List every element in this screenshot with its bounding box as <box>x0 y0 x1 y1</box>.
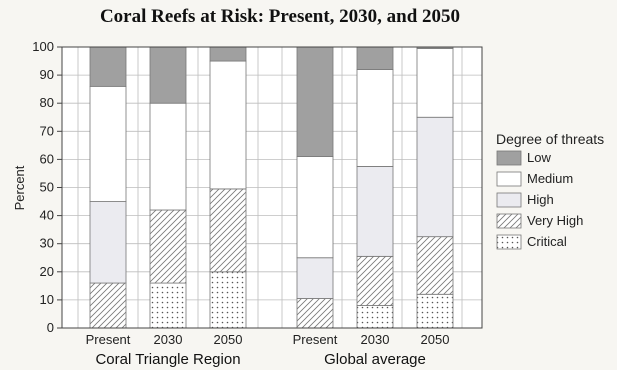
group-label: Global average <box>324 351 426 368</box>
legend-swatch <box>496 234 522 250</box>
bar-segment-very-high <box>89 282 127 329</box>
x-tick-label: Present <box>86 332 131 347</box>
bar-segment-very-high <box>149 209 187 284</box>
x-tick-label: 2050 <box>214 332 243 347</box>
bar-segment-medium <box>416 48 454 118</box>
bar-segment-critical <box>149 282 187 329</box>
legend-item-label: Critical <box>527 234 567 249</box>
y-tick-label: 60 <box>40 151 54 166</box>
bar-segment-medium <box>209 60 247 190</box>
bar-segment-high <box>356 166 394 257</box>
legend-swatch <box>496 171 522 187</box>
x-tick-label: 2050 <box>421 332 450 347</box>
bar-segment-very-high <box>296 298 334 329</box>
x-tick-label: 2030 <box>154 332 183 347</box>
legend-item-label: Very High <box>527 213 583 228</box>
bar-segment-low <box>209 46 247 62</box>
bar-segment-medium <box>89 85 127 202</box>
bar-segment-low <box>356 46 394 70</box>
y-tick-label: 30 <box>40 236 54 251</box>
bar-segment-very-high <box>356 255 394 306</box>
bar-segment-medium <box>356 69 394 167</box>
y-tick-label: 40 <box>40 208 54 223</box>
legend-title: Degree of threats <box>496 131 604 147</box>
legend-swatch <box>496 192 522 208</box>
bar-segment-critical <box>209 271 247 329</box>
legend-item-label: High <box>527 192 554 207</box>
x-tick-label: 2030 <box>361 332 390 347</box>
bar-segment-low <box>149 46 187 104</box>
bar-segment-medium <box>149 102 187 211</box>
bar-segment-very-high <box>209 188 247 273</box>
y-tick-label: 0 <box>47 320 54 335</box>
legend-swatch <box>496 150 522 166</box>
bar-segment-high <box>416 116 454 238</box>
y-tick-label: 50 <box>40 180 54 195</box>
plot-frame <box>61 46 483 329</box>
y-tick-label: 80 <box>40 95 54 110</box>
bar-segment-critical <box>356 305 394 329</box>
bar-segment-medium <box>296 156 334 259</box>
bar-segment-critical <box>416 293 454 329</box>
legend-item-label: Medium <box>527 171 573 186</box>
y-tick-label: 20 <box>40 264 54 279</box>
y-tick-label: 100 <box>32 39 54 54</box>
y-tick-label: 90 <box>40 67 54 82</box>
y-tick-label: 10 <box>40 292 54 307</box>
y-tick-label: 70 <box>40 123 54 138</box>
bar-segment-low <box>89 46 127 87</box>
bar-segment-high <box>296 257 334 299</box>
bar-segment-very-high <box>416 236 454 295</box>
chart-title: Coral Reefs at Risk: Present, 2030, and … <box>99 6 461 27</box>
legend-swatch <box>496 213 522 229</box>
x-tick-label: Present <box>293 332 338 347</box>
y-axis-label: Percent <box>12 165 27 210</box>
legend-item-label: Low <box>527 150 551 165</box>
bar-segment-high <box>89 201 127 284</box>
group-label: Coral Triangle Region <box>95 351 240 368</box>
bar-segment-low <box>296 46 334 157</box>
